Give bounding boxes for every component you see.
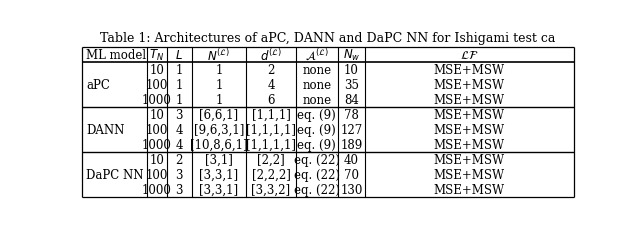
Text: [2,2,2]: [2,2,2] — [252, 168, 291, 181]
Text: 2: 2 — [268, 64, 275, 77]
Text: MSE+MSW: MSE+MSW — [434, 64, 505, 77]
Text: DaPC NN: DaPC NN — [86, 168, 144, 181]
Text: $L$: $L$ — [175, 49, 183, 62]
Text: 100: 100 — [146, 123, 168, 136]
Text: none: none — [302, 79, 332, 92]
Text: 78: 78 — [344, 109, 359, 121]
Text: eq. (9): eq. (9) — [298, 123, 336, 136]
Text: eq. (22): eq. (22) — [294, 153, 340, 166]
Text: 4: 4 — [268, 79, 275, 92]
Text: eq. (9): eq. (9) — [298, 109, 336, 121]
Text: 1000: 1000 — [142, 94, 172, 107]
Text: DANN: DANN — [86, 123, 125, 136]
Text: 1: 1 — [215, 64, 223, 77]
Text: 1: 1 — [215, 94, 223, 107]
Text: 35: 35 — [344, 79, 359, 92]
Text: [1,1,1,1]: [1,1,1,1] — [246, 138, 296, 151]
Text: 130: 130 — [340, 183, 363, 196]
Text: 10: 10 — [150, 64, 164, 77]
Text: $d^{(\mathcal{L})}$: $d^{(\mathcal{L})}$ — [260, 48, 282, 64]
Text: 3: 3 — [175, 168, 183, 181]
Text: eq. (9): eq. (9) — [298, 138, 336, 151]
Text: MSE+MSW: MSE+MSW — [434, 168, 505, 181]
Text: none: none — [302, 94, 332, 107]
Text: $N_w$: $N_w$ — [343, 48, 360, 63]
Text: [6,6,1]: [6,6,1] — [199, 109, 239, 121]
Text: 1000: 1000 — [142, 183, 172, 196]
Text: 70: 70 — [344, 168, 359, 181]
Text: [3,1]: [3,1] — [205, 153, 233, 166]
Text: MSE+MSW: MSE+MSW — [434, 183, 505, 196]
Text: MSE+MSW: MSE+MSW — [434, 123, 505, 136]
Text: [3,3,2]: [3,3,2] — [252, 183, 291, 196]
Text: 189: 189 — [340, 138, 363, 151]
Text: none: none — [302, 64, 332, 77]
Text: MSE+MSW: MSE+MSW — [434, 109, 505, 121]
Text: 10: 10 — [344, 64, 359, 77]
Text: 1: 1 — [215, 79, 223, 92]
Text: [3,3,1]: [3,3,1] — [199, 183, 239, 196]
Text: 100: 100 — [146, 79, 168, 92]
Text: 1000: 1000 — [142, 138, 172, 151]
Text: 3: 3 — [175, 183, 183, 196]
Text: ML model: ML model — [86, 49, 147, 62]
Text: $T_N$: $T_N$ — [149, 48, 164, 63]
Text: 4: 4 — [175, 138, 183, 151]
Text: 100: 100 — [146, 168, 168, 181]
Text: 1: 1 — [175, 64, 183, 77]
Text: Table 1: Architectures of aPC, DANN and DaPC NN for Ishigami test ca: Table 1: Architectures of aPC, DANN and … — [100, 32, 556, 44]
Text: eq. (22): eq. (22) — [294, 183, 340, 196]
Text: [2,2]: [2,2] — [257, 153, 285, 166]
Text: [3,3,1]: [3,3,1] — [199, 168, 239, 181]
Text: [9,6,3,1]: [9,6,3,1] — [194, 123, 244, 136]
Text: MSE+MSW: MSE+MSW — [434, 79, 505, 92]
Text: 1: 1 — [175, 79, 183, 92]
Text: 4: 4 — [175, 123, 183, 136]
Text: MSE+MSW: MSE+MSW — [434, 153, 505, 166]
Text: 84: 84 — [344, 94, 359, 107]
Text: $N^{(\mathcal{L})}$: $N^{(\mathcal{L})}$ — [207, 48, 230, 64]
Text: 3: 3 — [175, 109, 183, 121]
Text: 6: 6 — [268, 94, 275, 107]
Text: 1: 1 — [175, 94, 183, 107]
Text: [1,1,1,1]: [1,1,1,1] — [246, 123, 296, 136]
Text: 10: 10 — [150, 109, 164, 121]
Text: 127: 127 — [340, 123, 363, 136]
Text: [1,1,1]: [1,1,1] — [252, 109, 291, 121]
Text: MSE+MSW: MSE+MSW — [434, 94, 505, 107]
Text: 2: 2 — [175, 153, 183, 166]
Text: eq. (22): eq. (22) — [294, 168, 340, 181]
Text: 40: 40 — [344, 153, 359, 166]
Text: aPC: aPC — [86, 79, 110, 92]
Text: $\mathcal{LF}$: $\mathcal{LF}$ — [460, 49, 479, 62]
Text: $\mathcal{A}^{(\mathcal{L})}$: $\mathcal{A}^{(\mathcal{L})}$ — [305, 48, 328, 63]
Text: MSE+MSW: MSE+MSW — [434, 138, 505, 151]
Text: 10: 10 — [150, 153, 164, 166]
Text: [10,8,6,1]: [10,8,6,1] — [190, 138, 248, 151]
